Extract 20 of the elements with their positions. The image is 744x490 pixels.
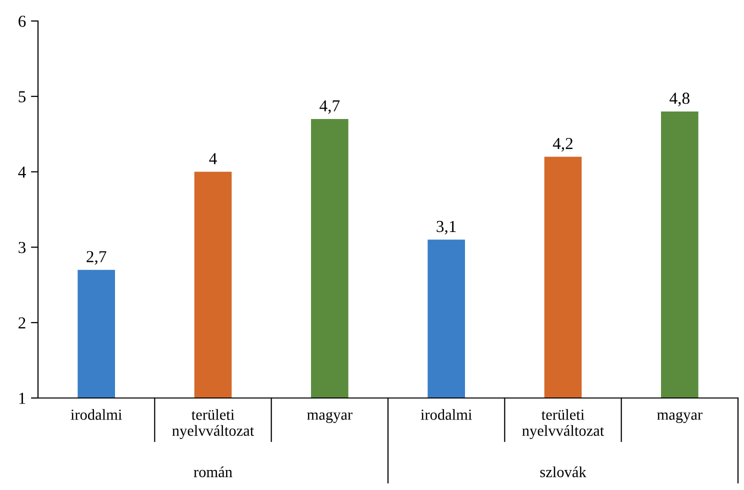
x-tick-label: magyar xyxy=(307,412,352,423)
x-tick-label: területi nyelvváltozat xyxy=(172,409,254,440)
text: szlovák xyxy=(540,466,586,478)
data-label: 4,8 xyxy=(670,92,690,106)
data-label: 4,7 xyxy=(320,100,340,114)
data-label: 4 xyxy=(209,153,217,164)
text: román xyxy=(194,466,232,478)
x-tick-label: irodalmi xyxy=(70,409,122,420)
y-tick-label: 4 xyxy=(18,166,26,178)
y-tick-label: 2 xyxy=(18,317,26,328)
y-tick-label: 1 xyxy=(19,392,26,404)
data-label: 4,2 xyxy=(552,138,572,152)
x-tick-label: irodalmi xyxy=(420,409,472,420)
x-tick-label: magyar xyxy=(657,412,702,423)
y-tick-label: 3 xyxy=(18,242,26,254)
y-tick-label: 5 xyxy=(18,91,26,102)
data-label: 2,7 xyxy=(86,251,106,265)
data-label: 3,1 xyxy=(436,220,456,235)
y-tick-label: 6 xyxy=(18,16,26,27)
x-tick-label: területi nyelvváltozat xyxy=(522,409,604,440)
